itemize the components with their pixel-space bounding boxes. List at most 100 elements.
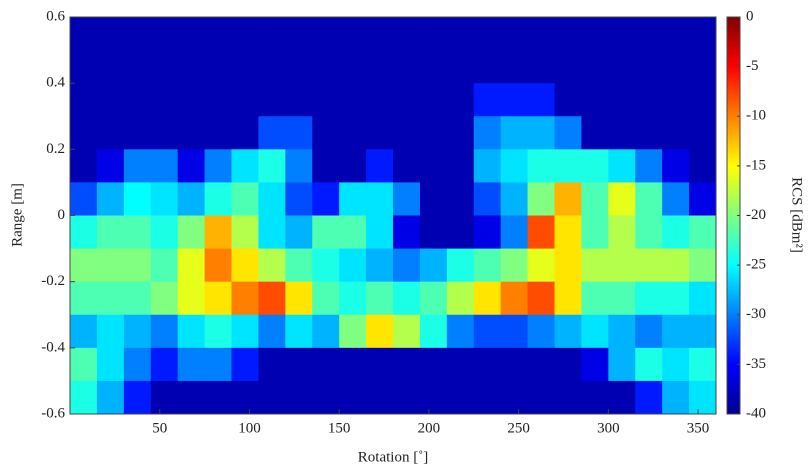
heatmap-cell [339, 116, 366, 150]
heatmap-cell [501, 348, 528, 382]
y-tick-label: 0.6 [46, 8, 65, 24]
heatmap-cell [258, 381, 285, 415]
heatmap-cell [312, 381, 339, 415]
heatmap-cell [689, 149, 716, 183]
heatmap-cell [232, 17, 259, 51]
heatmap-cell [366, 381, 393, 415]
heatmap-cell [393, 116, 420, 150]
heatmap-cell [205, 83, 232, 117]
heatmap-cell [97, 315, 124, 349]
heatmap-cell [608, 182, 635, 216]
heatmap-cell [393, 149, 420, 183]
heatmap-cell [474, 348, 501, 382]
heatmap-cell [447, 315, 474, 349]
heatmap-cell [662, 116, 689, 150]
heatmap-cell [258, 83, 285, 117]
heatmap-cell [205, 315, 232, 349]
heatmap-cell [124, 249, 151, 283]
heatmap-cell [393, 17, 420, 51]
heatmap-cell [151, 149, 178, 183]
heatmap-cell [366, 249, 393, 283]
heatmap-cell [447, 348, 474, 382]
heatmap-cell [258, 182, 285, 216]
heatmap-cell [635, 282, 662, 316]
heatmap-cell [555, 348, 582, 382]
heatmap-cell [258, 282, 285, 316]
heatmap-cell [151, 348, 178, 382]
colorbar-tick-label: -15 [746, 157, 766, 173]
heatmap-cell [662, 149, 689, 183]
heatmap-cell [635, 381, 662, 415]
heatmap-cell [393, 282, 420, 316]
heatmap-cell [635, 17, 662, 51]
heatmap-cell [97, 50, 124, 84]
heatmap-cell [581, 50, 608, 84]
heatmap-cell [285, 116, 312, 150]
heatmap-cell [232, 216, 259, 250]
heatmap-cell [232, 348, 259, 382]
heatmap-cell [447, 381, 474, 415]
heatmap-cell [555, 216, 582, 250]
heatmap-cell [366, 348, 393, 382]
heatmap-cell [528, 83, 555, 117]
heatmap-cell [285, 83, 312, 117]
heatmap-cell [474, 216, 501, 250]
heatmap-cell [124, 315, 151, 349]
heatmap-cell [689, 381, 716, 415]
heatmap-cell [447, 116, 474, 150]
heatmap-cell [420, 216, 447, 250]
heatmap-cell [689, 116, 716, 150]
colorbar-tick-label: -20 [746, 207, 766, 223]
x-tick-label: 150 [328, 420, 351, 436]
heatmap-cell [528, 282, 555, 316]
heatmap-cell [689, 315, 716, 349]
heatmap-cell [662, 17, 689, 51]
heatmap-cell [312, 149, 339, 183]
heatmap-cell [70, 216, 97, 250]
heatmap-cell [312, 17, 339, 51]
heatmap-cell [581, 116, 608, 150]
heatmap-cell [124, 381, 151, 415]
heatmap-cell [555, 116, 582, 150]
heatmap-cell [312, 315, 339, 349]
heatmap-cell [339, 282, 366, 316]
heatmap-cell [70, 381, 97, 415]
y-tick-label: 0.4 [46, 75, 65, 91]
heatmap-cell [124, 282, 151, 316]
x-tick-label: 250 [507, 420, 530, 436]
heatmap-cell [635, 116, 662, 150]
heatmap-cell [662, 182, 689, 216]
heatmap-cell [420, 182, 447, 216]
heatmap-cell [420, 83, 447, 117]
x-tick-label: 100 [238, 420, 261, 436]
heatmap-cell [447, 182, 474, 216]
heatmap-cell [689, 348, 716, 382]
heatmap-cell [339, 315, 366, 349]
heatmap-cell [178, 381, 205, 415]
heatmap-cell [581, 149, 608, 183]
colorbar-tick-label: -35 [746, 356, 766, 372]
heatmap-cell [420, 116, 447, 150]
heatmap-cell [97, 17, 124, 51]
heatmap-cell [555, 315, 582, 349]
heatmap-cell [232, 50, 259, 84]
heatmap-cell [205, 348, 232, 382]
heatmap-cell [474, 116, 501, 150]
heatmap-cell [528, 381, 555, 415]
heatmap-cell [474, 50, 501, 84]
colorbar-tick-label: -40 [746, 405, 766, 421]
heatmap-cell [232, 315, 259, 349]
heatmap-cell [178, 216, 205, 250]
heatmap-cell [501, 83, 528, 117]
heatmap-cell [205, 282, 232, 316]
heatmap-cell [528, 315, 555, 349]
heatmap-cell [528, 216, 555, 250]
heatmap-cell [555, 17, 582, 51]
heatmap-cell [124, 17, 151, 51]
heatmap-cell [501, 249, 528, 283]
heatmap-cell [366, 149, 393, 183]
heatmap-cell [151, 381, 178, 415]
heatmap-cell [581, 17, 608, 51]
heatmap-cell [285, 17, 312, 51]
heatmap-cell [312, 282, 339, 316]
